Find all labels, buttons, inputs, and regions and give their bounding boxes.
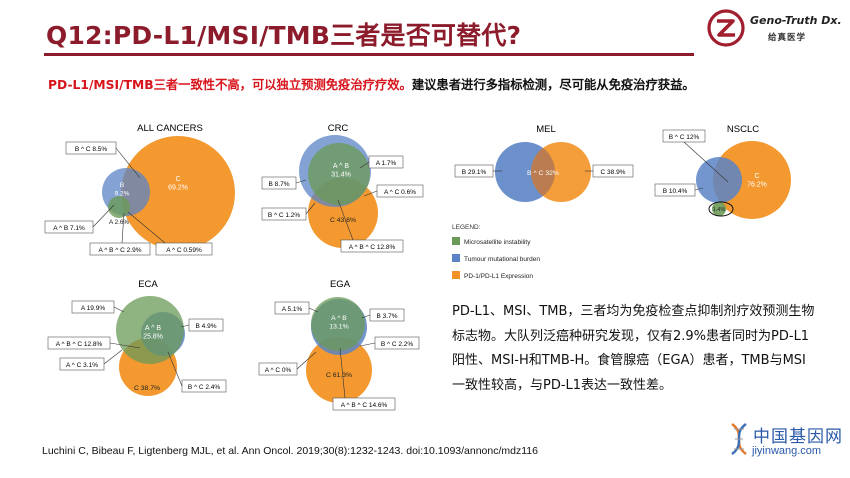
nsclc-label-bc: B ^ C 12%	[669, 134, 700, 141]
watermark-url: jiyinwang.com	[752, 445, 822, 457]
legend: LEGEND: Microsatellite instability Tumou…	[452, 224, 540, 280]
legend-label-pdl1: PD-1/PD-L1 Expression	[464, 273, 533, 280]
ega-label-ab: A ^ B 13.1%	[329, 315, 348, 331]
crc-label-c: C 43.6%	[330, 217, 356, 224]
lead-red-text: PD-L1/MSI/TMB三者一致性不高，可以独立预测免疫治疗疗效。	[48, 78, 412, 92]
logo-subtitle: 给真医学	[768, 33, 807, 43]
venn-mel-title: MEL	[536, 124, 556, 135]
legend-swatch-tmb	[452, 254, 460, 262]
ega-label-a: A 5.1%	[282, 306, 303, 313]
crc-box-abc	[340, 239, 404, 253]
all-label-ac: A ^ C 0.59%	[166, 247, 202, 254]
venn-crc: CRC A ^ B 31.4% C 43.6% A 1.7% B 8.7% A ^…	[261, 123, 424, 253]
eca-label-c: C 38.7%	[134, 385, 160, 392]
page-title: Q12:PD-L1/MSI/TMB三者是否可替代?	[46, 21, 522, 50]
nsclc-label-b: B 10.4%	[663, 188, 688, 195]
ega-label-ac: A ^ C 0%	[265, 367, 292, 374]
eca-label-ac: A ^ C 3.1%	[66, 362, 98, 369]
summary-paragraph: PD-L1、MSI、TMB，三者均为免疫检查点抑制剂疗效预测生物标志物。大队列泛…	[452, 304, 815, 393]
eca-label-b: B 4.9%	[196, 323, 217, 330]
venn-eca-title: ECA	[138, 279, 158, 290]
ega-label-c: C 61.3%	[326, 372, 352, 379]
venn-eca: ECA A ^ B 25.8% C 38.7% A 19.9% B 4.9% A …	[47, 279, 227, 396]
mel-label-c: C 38.9%	[601, 169, 626, 176]
nsclc-circle-a	[712, 202, 726, 216]
logo-mark-icon	[707, 9, 745, 47]
crc-label-b: B 8.7%	[269, 181, 290, 188]
all-box-ac	[155, 242, 213, 256]
nsclc-highlight-ring	[708, 201, 734, 217]
eca-label-ab: A ^ B 25.8%	[143, 325, 163, 341]
crc-label-a: A 1.7%	[376, 160, 397, 167]
nsclc-label-inner: 1.4%	[713, 207, 726, 213]
legend-swatch-pdl1	[452, 271, 460, 279]
ega-box-abc	[332, 397, 396, 411]
legend-label-msi: Microsatellite instability	[464, 239, 531, 246]
legend-swatch-msi	[452, 237, 460, 245]
all-circle-c	[121, 136, 235, 250]
venn-all-title: ALL CANCERS	[137, 123, 203, 134]
mel-label-bc: B ^ C 32%	[527, 170, 559, 177]
legend-title: LEGEND:	[452, 224, 481, 231]
all-circle-a	[108, 196, 130, 218]
logo: Geno-Truth Dx. 给真医学	[706, 6, 846, 50]
logo-name: Geno-Truth Dx.	[750, 14, 842, 27]
dna-helix-icon	[731, 423, 747, 455]
crc-label-bc: B ^ C 1.2%	[268, 212, 301, 219]
all-box-abc	[89, 242, 151, 256]
all-label-ab: A ^ B 7.1%	[53, 225, 85, 232]
lead-statement: PD-L1/MSI/TMB三者一致性不高，可以独立预测免疫治疗疗效。建议患者进行…	[48, 75, 695, 93]
crc-label-ab: A ^ B 31.4%	[331, 163, 351, 179]
watermark: 中国基因网 jiyinwang.com	[726, 420, 846, 470]
crc-label-ac: A ^ C 0.6%	[384, 189, 416, 196]
nsclc-circle-c	[713, 141, 791, 219]
nsclc-label-c: C 76.2%	[747, 173, 767, 189]
nsclc-circle-b	[696, 157, 742, 203]
lead-black-text: 建议患者进行多指标检测，尽可能从免疫治疗获益。	[411, 78, 695, 92]
crc-label-abc: A ^ B ^ C 12.8%	[349, 244, 396, 251]
all-label-bc: B ^ C 8.5%	[75, 146, 108, 153]
eca-label-abc: A ^ B ^ C 12.8%	[56, 341, 103, 348]
venn-ega: EGA A ^ B 13.1% C 61.3% A 5.1% B 3.7% B ^…	[258, 279, 420, 411]
ega-label-b: B 3.7%	[377, 313, 398, 320]
all-label-abc: A ^ B ^ C 2.9%	[99, 247, 142, 254]
ega-circle-a	[311, 297, 365, 351]
venn-crc-title: CRC	[328, 123, 349, 134]
citation: Luchini C, Bibeau F, Ligtenberg MJL, et …	[42, 445, 538, 457]
all-label-c: C 69.2%	[168, 176, 188, 192]
title-underline	[44, 53, 694, 56]
eca-label-bc: B ^ C 2.4%	[188, 384, 221, 391]
all-label-a: A 2.6%	[109, 219, 129, 226]
eca-label-a: A 19.9%	[81, 305, 105, 312]
watermark-name: 中国基因网	[753, 427, 843, 447]
ega-label-bc: B ^ C 2.2%	[381, 341, 414, 348]
legend-label-tmb: Tumour mutational burden	[464, 256, 540, 263]
ega-circle-c	[306, 337, 372, 403]
crc-circle-a	[308, 143, 370, 205]
mel-label-b: B 29.1%	[462, 169, 487, 176]
venn-ega-title: EGA	[330, 279, 351, 290]
venn-mel: MEL B ^ C 32% B 29.1% C 38.9%	[454, 124, 634, 202]
venn-all-cancers: ALL CANCERS C 69.2% B 9.2% A 2.6% B ^ C 8.…	[44, 123, 235, 256]
all-label-b: B 9.2%	[115, 182, 130, 198]
ega-label-abc: A ^ B ^ C 14.6%	[341, 402, 388, 409]
venn-nsclc-title: NSCLC	[727, 124, 759, 135]
venn-nsclc: NSCLC 1.4% C 76.2% B ^ C 12% B 10.4%	[654, 124, 791, 219]
